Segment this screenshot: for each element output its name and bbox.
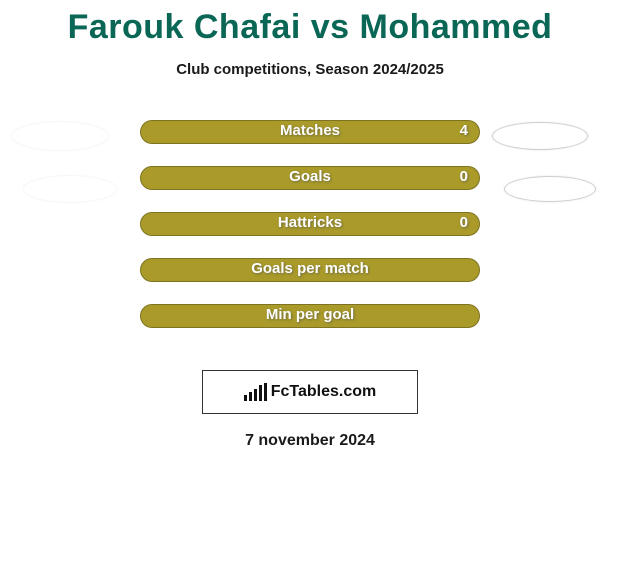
stat-row-hattricks: Hattricks 0 bbox=[0, 212, 620, 258]
logo-text: FcTables.com bbox=[271, 383, 377, 401]
stat-row-min-per-goal: Min per goal bbox=[0, 304, 620, 350]
bars-icon bbox=[244, 383, 267, 401]
ellipse-decor bbox=[504, 176, 596, 202]
logo-box: FcTables.com bbox=[202, 370, 418, 414]
ellipse-decor bbox=[492, 122, 588, 150]
page-subtitle: Club competitions, Season 2024/2025 bbox=[0, 61, 620, 78]
infographic-container: Farouk Chafai vs Mohammed Club competiti… bbox=[0, 0, 620, 580]
stat-label: Hattricks bbox=[0, 214, 620, 231]
ellipse-decor bbox=[24, 176, 116, 202]
ellipse-decor bbox=[12, 122, 108, 150]
stat-label: Min per goal bbox=[0, 306, 620, 323]
stat-value: 0 bbox=[460, 214, 468, 231]
logo-inner: FcTables.com bbox=[244, 383, 377, 401]
date-text: 7 november 2024 bbox=[0, 432, 620, 450]
stat-row-goals-per-match: Goals per match bbox=[0, 258, 620, 304]
stat-label: Goals per match bbox=[0, 260, 620, 277]
stats-area: Matches 4 Goals 0 Hattricks 0 Goals per … bbox=[0, 120, 620, 350]
stat-value: 0 bbox=[460, 168, 468, 185]
stat-value: 4 bbox=[460, 122, 468, 139]
page-title: Farouk Chafai vs Mohammed bbox=[0, 0, 620, 47]
